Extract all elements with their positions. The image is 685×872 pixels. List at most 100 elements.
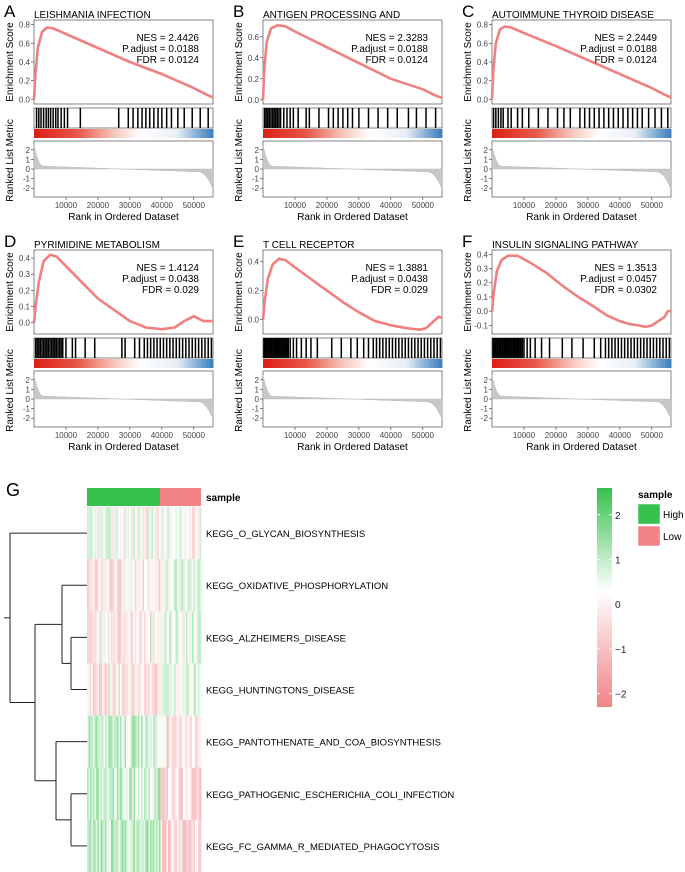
heat-segment: [319, 129, 324, 138]
heatmap-row-label: KEGG_PATHOGENIC_ESCHERICHIA_COLI_INFECTI…: [206, 790, 454, 801]
heat-segment: [171, 359, 175, 368]
heatmap-cell: [199, 819, 202, 872]
heat-segment: [313, 129, 318, 138]
heat-segment: [665, 129, 669, 138]
heatmap-cell: [183, 819, 185, 872]
heat-segment: [307, 129, 312, 138]
heat-segment: [569, 359, 574, 368]
heatmap-cell: [171, 715, 173, 769]
heatmap-cell: [154, 819, 157, 872]
panel-letter: E: [233, 232, 244, 251]
heatmap-cell: [142, 559, 145, 612]
heat-segment: [492, 359, 496, 368]
heat-segment: [587, 359, 591, 368]
heat-segment: [536, 129, 541, 138]
heatmap-cell: [150, 663, 152, 716]
heat-segment: [593, 129, 597, 138]
heatmap-cell: [144, 507, 146, 560]
heatmap-cell: [163, 663, 166, 716]
heatmap-cell: [166, 819, 169, 872]
heatmap-cell: [114, 611, 116, 664]
heat-segment: [51, 359, 56, 368]
heatmap-cell: [178, 715, 181, 769]
heatmap-cell: [88, 663, 91, 716]
heatmap-cell: [126, 663, 128, 716]
heatmap-cell: [132, 715, 134, 769]
heatmap-cell: [94, 715, 97, 769]
heat-segment: [99, 359, 104, 368]
heatmap-cell: [144, 611, 146, 664]
heat-segment: [90, 359, 95, 368]
heatmap-cell: [111, 611, 113, 664]
heat-segment: [102, 359, 107, 368]
x-tick-label: 30000: [577, 431, 600, 440]
x-tick-label: 40000: [609, 431, 632, 440]
heatmap-cell: [172, 507, 175, 560]
heatmap-cell: [123, 715, 125, 769]
heat-segment: [358, 129, 362, 138]
heat-segment: [430, 129, 434, 138]
heatmap-cell: [127, 559, 130, 612]
heat-segment: [587, 129, 591, 138]
heat-segment: [439, 129, 443, 138]
heatmap-cell: [183, 559, 185, 612]
heatmap-cell: [91, 663, 94, 716]
heat-segment: [662, 359, 666, 368]
heat-segment: [90, 129, 95, 138]
heat-segment: [527, 129, 532, 138]
heatmap-cell: [183, 715, 185, 769]
stat-label: P.adjust = 0.0188: [580, 44, 657, 55]
heatmap-cell: [112, 507, 115, 560]
heatmap-cell: [123, 819, 125, 872]
legend-title: sample: [638, 490, 673, 501]
heatmap-cell: [132, 507, 134, 560]
heatmap-cell: [187, 611, 190, 664]
heatmap-cell: [97, 559, 100, 612]
heat-segment: [150, 359, 154, 368]
heat-segment: [93, 129, 98, 138]
heatmap-cell: [141, 819, 143, 872]
heat-segment: [48, 359, 53, 368]
heat-segment: [659, 129, 663, 138]
heat-segment: [575, 359, 580, 368]
heatmap-cell: [181, 611, 184, 664]
heatmap-cell: [97, 611, 100, 664]
heatmap-cell: [144, 715, 146, 769]
panel-letter: F: [462, 232, 472, 251]
heatmap-cell: [196, 611, 199, 664]
heatmap-cell: [136, 767, 139, 821]
rank-ytick-label: -2: [481, 414, 489, 423]
heat-segment: [656, 129, 660, 138]
heatmap-cell: [145, 715, 148, 769]
heat-segment: [331, 129, 336, 138]
heat-segment: [283, 129, 288, 138]
heat-segment: [641, 359, 645, 368]
heatmap-cell: [135, 611, 137, 664]
heatmap-cell: [160, 611, 163, 664]
heatmap-cell: [160, 507, 163, 560]
heatmap-cell: [129, 559, 131, 612]
heatmap-cell: [111, 715, 113, 769]
heatmap-cell: [166, 559, 169, 612]
heat-segment: [524, 129, 529, 138]
heat-segment: [370, 359, 374, 368]
heatmap-cell: [147, 507, 149, 560]
heat-segment: [147, 129, 151, 138]
heatmap-cell: [96, 819, 98, 872]
heatmap-cell: [183, 663, 185, 716]
panel-letter: C: [462, 2, 474, 21]
heatmap-cell: [138, 559, 140, 612]
heatmap-cell: [100, 715, 103, 769]
heat-segment: [337, 359, 342, 368]
x-tick-label: 30000: [577, 201, 600, 210]
heat-segment: [515, 129, 520, 138]
heatmap-cell: [187, 819, 190, 872]
heatmap-cell: [93, 663, 95, 716]
heat-segment: [554, 359, 559, 368]
heatmap-cell: [121, 715, 124, 769]
heat-segment: [668, 129, 672, 138]
heat-segment: [156, 129, 160, 138]
x-axis-label: Rank in Ordered Dataset: [526, 212, 637, 223]
heat-segment: [638, 359, 642, 368]
heatmap-cell: [118, 559, 121, 612]
